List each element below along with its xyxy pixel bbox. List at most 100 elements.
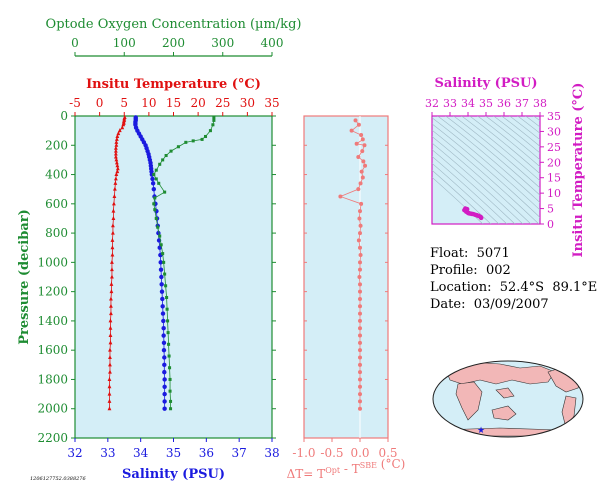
- oxygen-point: [153, 196, 157, 200]
- temperature-point: [111, 208, 116, 213]
- delta-point: [358, 326, 362, 331]
- temperature-point: [110, 252, 115, 257]
- ts-temperature-tick-label: 0: [547, 218, 554, 231]
- temperature-point: [111, 215, 116, 220]
- oxygen-point: [169, 407, 173, 411]
- temperature-point: [114, 160, 119, 165]
- delta-point: [356, 238, 361, 243]
- location-label: Location:: [430, 280, 492, 295]
- delta-point: [358, 223, 363, 228]
- temperature-point: [107, 391, 112, 396]
- oxygen-point: [191, 139, 195, 143]
- temperature-point: [109, 281, 114, 286]
- oxygen-point: [152, 173, 156, 177]
- map-outline: [432, 360, 584, 438]
- ts-salinity-axis-label: Salinity (PSU): [435, 76, 538, 91]
- ts-temperature-tick-label: 20: [547, 156, 561, 169]
- density-contour: [501, 116, 540, 147]
- oxygen-point: [163, 272, 167, 276]
- oxygen-point: [165, 295, 169, 300]
- landmass-southeast-asia: [495, 387, 515, 399]
- delta-point: [358, 209, 362, 214]
- salinity-tick-label: 35: [166, 446, 181, 460]
- temperature-point: [109, 303, 113, 308]
- oxygen-tick-label: 0: [71, 36, 79, 50]
- temperature-point: [109, 311, 113, 316]
- temperature-point: [114, 139, 119, 144]
- oxygen-series-line: [153, 117, 215, 409]
- salinity-point: [162, 399, 167, 404]
- density-contour: [432, 123, 540, 218]
- footnote: 1206127752.0388276: [30, 476, 86, 482]
- temperature-point: [108, 340, 113, 345]
- salinity-tick-label: 33: [100, 446, 115, 460]
- oxygen-point: [159, 243, 163, 247]
- pressure-tick-label: 2200: [37, 431, 68, 445]
- delta-point: [338, 194, 343, 199]
- temperature-point: [117, 128, 122, 133]
- temperature-point: [115, 169, 120, 174]
- ts-point: [478, 215, 484, 221]
- temperature-point: [108, 355, 112, 359]
- delta-point: [358, 253, 363, 258]
- temperature-point: [108, 369, 112, 374]
- delta-point: [359, 201, 364, 206]
- ts-salinity-tick-label: 33: [443, 97, 457, 110]
- density-contour: [485, 116, 540, 161]
- density-contour: [525, 116, 540, 128]
- salinity-tick-label: 36: [199, 446, 214, 460]
- temperature-point: [120, 125, 125, 130]
- salinity-point: [158, 260, 163, 265]
- delta-point: [356, 154, 361, 159]
- oxygen-point: [200, 137, 204, 141]
- salinity-point: [161, 333, 166, 338]
- oxygen-point: [166, 319, 170, 323]
- delta-point: [358, 318, 362, 323]
- delta-point: [359, 133, 364, 138]
- pressure-tick-label: 1200: [37, 285, 68, 299]
- pressure-tick-label: 1000: [37, 255, 68, 269]
- pressure-tick-label: 800: [45, 226, 68, 240]
- density-contour: [509, 116, 540, 141]
- delta-axis-label: ΔT= TOpt - TSBE (°C): [287, 457, 406, 481]
- density-contour: [432, 136, 532, 224]
- temperature-tick-label: 20: [190, 96, 205, 110]
- date-value: 03/09/2007: [473, 297, 549, 312]
- temperature-point: [108, 347, 112, 352]
- oxygen-point: [211, 123, 215, 127]
- ts-diagram-chart: 32 33 34 35 36 37 38 Salinity (PSU) 0 5 10 15 20 25 30…: [425, 76, 586, 257]
- temperature-point: [113, 148, 118, 153]
- salinity-axis-label: Salinity (PSU): [122, 467, 225, 482]
- delta-point: [356, 122, 361, 127]
- density-contour: [445, 116, 540, 196]
- salinity-point: [161, 340, 167, 346]
- temperature-point: [115, 166, 120, 171]
- temperature-point: [115, 163, 120, 168]
- oxygen-point: [163, 190, 167, 194]
- temperature-point: [113, 176, 118, 181]
- temperature-point: [113, 154, 118, 159]
- delta-point: [360, 137, 365, 142]
- density-contour: [517, 116, 540, 134]
- temperature-point: [113, 145, 118, 150]
- delta-point: [358, 181, 363, 186]
- salinity-point: [160, 311, 166, 316]
- delta-point: [358, 384, 362, 389]
- temperature-point: [108, 325, 113, 330]
- oxygen-point: [158, 234, 162, 238]
- delta-point: [358, 392, 362, 397]
- oxygen-tick-label: 400: [261, 36, 284, 50]
- temperature-point: [107, 384, 112, 389]
- delta-point: [358, 231, 362, 236]
- ts-salinity-tick-label: 36: [497, 97, 511, 110]
- temperature-point: [113, 180, 118, 185]
- float-label: Float:: [430, 246, 469, 261]
- oxygen-point: [162, 260, 166, 264]
- delta-point: [358, 340, 362, 345]
- ts-temperature-tick-label: 25: [547, 141, 561, 154]
- oxygen-point: [154, 177, 158, 181]
- location-info: Location: 52.4°S 89.1°E: [430, 280, 597, 295]
- salinity-point: [159, 289, 165, 294]
- oxygen-point: [167, 354, 171, 358]
